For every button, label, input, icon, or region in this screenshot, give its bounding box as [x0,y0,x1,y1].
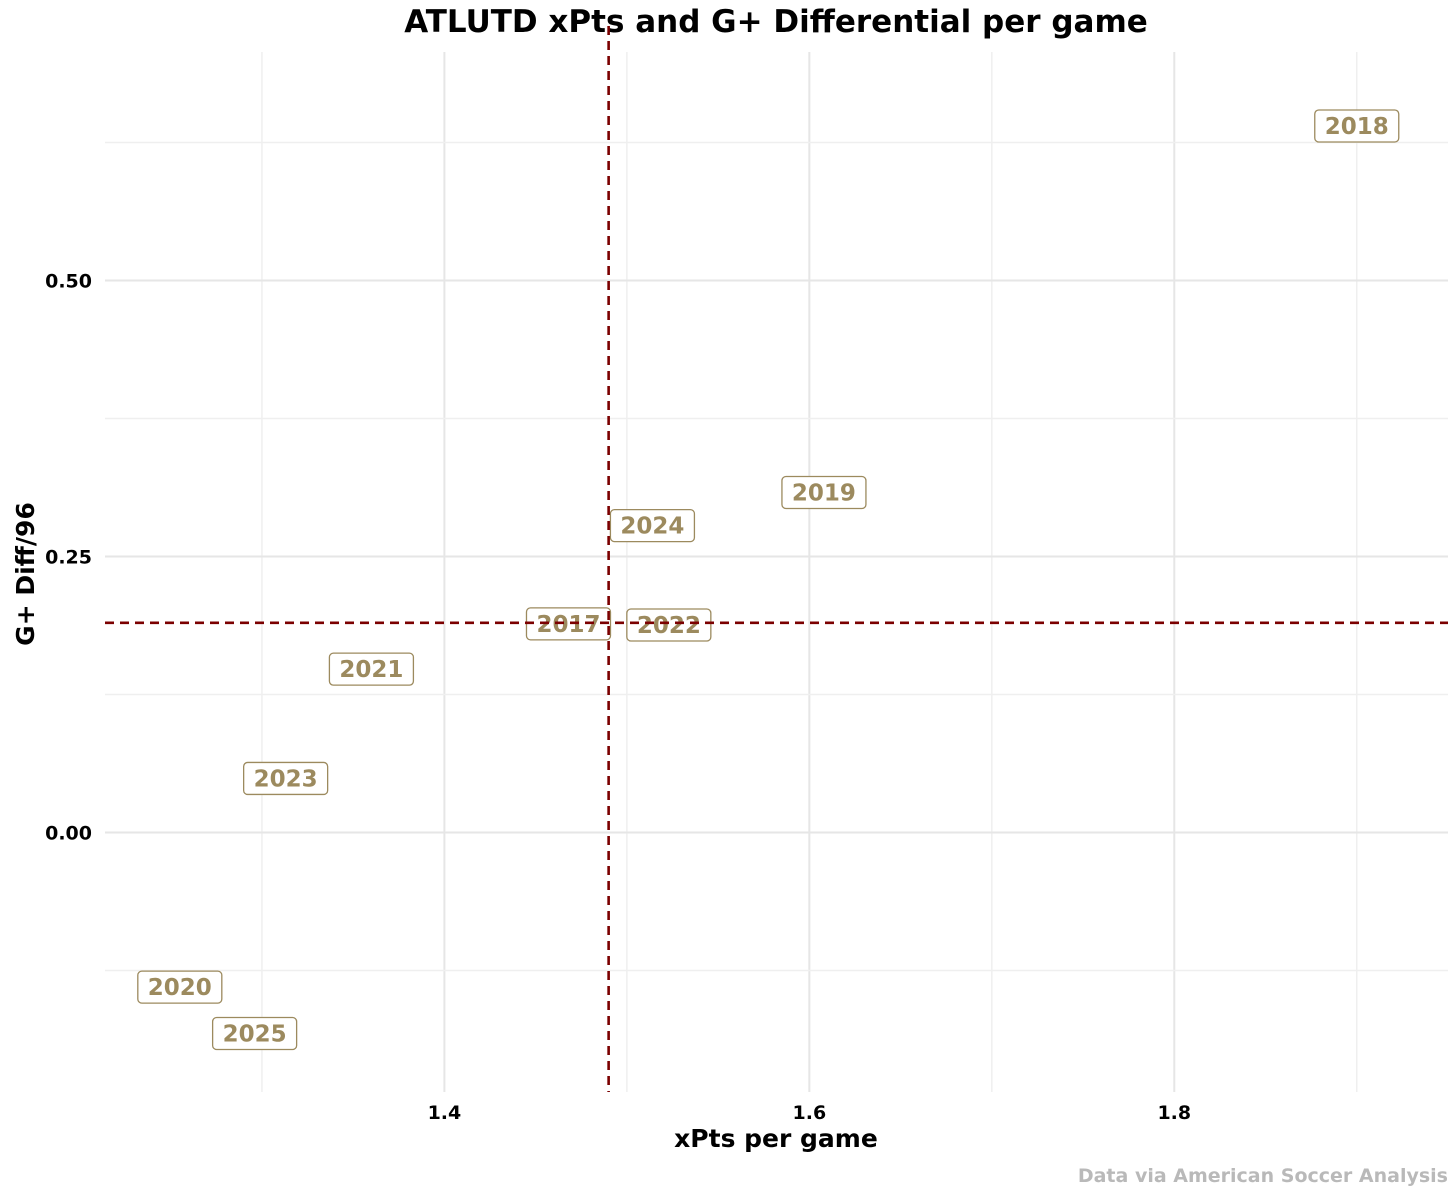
y-tick-label: 0.00 [45,823,92,845]
point-label-2024: 2024 [609,508,696,543]
x-tick-label: 1.6 [793,1102,827,1124]
point-label-2021: 2021 [328,652,415,686]
point-label-text: 2022 [637,613,701,639]
point-label-2022: 2022 [626,608,712,642]
point-label-2020: 2020 [137,970,223,1004]
x-axis-title: xPts per game [674,1124,878,1153]
point-label-box [242,761,329,796]
x-tick-label: 1.4 [428,1102,462,1124]
grid-layer [105,52,1448,1092]
point-label-text: 2018 [1325,114,1389,140]
point-label-box [328,652,415,686]
point-label-2019: 2019 [781,475,867,510]
y-axis-title: G+ Diff/96 [11,502,40,646]
caption: Data via American Soccer Analysis [1078,1165,1448,1187]
y-tick-label: 0.50 [45,271,92,293]
x-tick-label: 1.8 [1157,1102,1191,1124]
point-label-box [137,970,223,1004]
y-tick-label: 0.25 [45,547,92,569]
point-label-text: 2017 [536,612,600,638]
point-label-2025: 2025 [211,1016,298,1051]
point-label-box [609,508,696,543]
point-label-2023: 2023 [242,761,329,796]
point-label-text: 2021 [339,657,403,683]
chart-title: ATLUTD xPts and G+ Differential per game [404,4,1148,40]
point-label-2017: 2017 [525,607,612,641]
tick-labels: 1.4 1.6 1.8 0.00 0.25 0.50 [45,271,1191,1124]
point-label-text: 2025 [223,1021,287,1047]
point-label-text: 2024 [620,514,684,540]
point-label-box [626,608,712,642]
point-label-box [211,1016,298,1051]
point-label-box [781,475,867,510]
point-label-text: 2023 [254,766,318,792]
point-labels: 2018 2019 2024 2017 2022 2021 2023 2020 2025 [137,109,1400,1051]
point-label-box [1314,109,1400,143]
point-label-text: 2020 [148,975,212,1001]
point-label-text: 2019 [792,481,856,507]
point-label-2018: 2018 [1314,109,1400,143]
reference-lines [105,26,1448,1092]
